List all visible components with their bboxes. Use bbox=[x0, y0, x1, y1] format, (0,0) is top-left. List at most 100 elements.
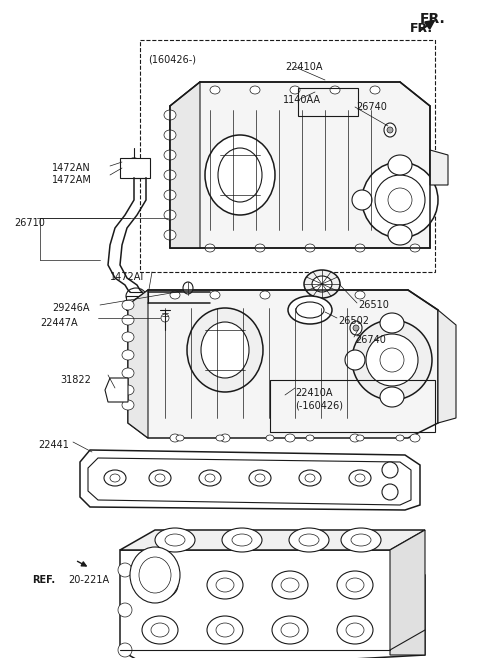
Ellipse shape bbox=[366, 334, 418, 386]
Ellipse shape bbox=[349, 470, 371, 486]
Ellipse shape bbox=[255, 474, 265, 482]
Ellipse shape bbox=[388, 225, 412, 245]
Ellipse shape bbox=[139, 557, 171, 593]
Ellipse shape bbox=[210, 86, 220, 94]
Ellipse shape bbox=[122, 315, 134, 325]
Ellipse shape bbox=[312, 276, 332, 292]
Ellipse shape bbox=[288, 296, 332, 324]
Ellipse shape bbox=[122, 350, 134, 360]
Ellipse shape bbox=[380, 387, 404, 407]
Ellipse shape bbox=[199, 470, 221, 486]
Ellipse shape bbox=[118, 563, 132, 577]
Text: 1140AA: 1140AA bbox=[283, 95, 321, 105]
Ellipse shape bbox=[255, 244, 265, 252]
Ellipse shape bbox=[250, 86, 260, 94]
Ellipse shape bbox=[216, 435, 224, 441]
Bar bbox=[120, 158, 150, 178]
Ellipse shape bbox=[281, 578, 299, 592]
Ellipse shape bbox=[356, 435, 364, 441]
Ellipse shape bbox=[205, 474, 215, 482]
Ellipse shape bbox=[290, 86, 300, 94]
Text: REF.: REF. bbox=[32, 575, 55, 585]
Ellipse shape bbox=[155, 474, 165, 482]
Text: (160426-): (160426-) bbox=[148, 54, 196, 64]
Ellipse shape bbox=[164, 210, 176, 220]
Ellipse shape bbox=[346, 578, 364, 592]
Ellipse shape bbox=[122, 400, 134, 410]
Ellipse shape bbox=[207, 571, 243, 599]
Ellipse shape bbox=[220, 434, 230, 442]
Ellipse shape bbox=[355, 291, 365, 299]
Text: 31822: 31822 bbox=[60, 375, 91, 385]
Ellipse shape bbox=[232, 534, 252, 546]
Ellipse shape bbox=[289, 528, 329, 552]
Ellipse shape bbox=[122, 332, 134, 342]
Polygon shape bbox=[80, 450, 420, 510]
Ellipse shape bbox=[104, 470, 126, 486]
Text: 29246A: 29246A bbox=[52, 303, 89, 313]
Ellipse shape bbox=[165, 534, 185, 546]
Ellipse shape bbox=[272, 616, 308, 644]
Text: 22410A: 22410A bbox=[285, 62, 323, 72]
Text: 1472AI: 1472AI bbox=[110, 272, 144, 282]
Ellipse shape bbox=[260, 291, 270, 299]
Ellipse shape bbox=[337, 616, 373, 644]
Ellipse shape bbox=[299, 534, 319, 546]
Bar bbox=[126, 296, 148, 310]
Ellipse shape bbox=[130, 547, 180, 603]
Text: 26740: 26740 bbox=[356, 102, 387, 112]
Ellipse shape bbox=[110, 474, 120, 482]
Ellipse shape bbox=[142, 571, 178, 599]
Polygon shape bbox=[390, 530, 425, 655]
Ellipse shape bbox=[305, 244, 315, 252]
Ellipse shape bbox=[122, 368, 134, 378]
Ellipse shape bbox=[388, 155, 412, 175]
Ellipse shape bbox=[304, 270, 340, 298]
Ellipse shape bbox=[370, 86, 380, 94]
Ellipse shape bbox=[355, 474, 365, 482]
Ellipse shape bbox=[164, 170, 176, 180]
Ellipse shape bbox=[410, 244, 420, 252]
Ellipse shape bbox=[164, 230, 176, 240]
Ellipse shape bbox=[305, 474, 315, 482]
Ellipse shape bbox=[210, 291, 220, 299]
Bar bbox=[270, 380, 435, 432]
Ellipse shape bbox=[122, 300, 134, 310]
Ellipse shape bbox=[351, 534, 371, 546]
Ellipse shape bbox=[122, 385, 134, 395]
Polygon shape bbox=[170, 82, 200, 248]
Ellipse shape bbox=[161, 314, 169, 322]
Polygon shape bbox=[120, 530, 425, 550]
Ellipse shape bbox=[142, 616, 178, 644]
Ellipse shape bbox=[330, 86, 340, 94]
Ellipse shape bbox=[380, 313, 404, 333]
Ellipse shape bbox=[155, 528, 195, 552]
Ellipse shape bbox=[187, 308, 263, 392]
Ellipse shape bbox=[126, 288, 146, 304]
Ellipse shape bbox=[387, 127, 393, 133]
Ellipse shape bbox=[296, 302, 324, 318]
Ellipse shape bbox=[216, 578, 234, 592]
Ellipse shape bbox=[352, 320, 432, 400]
Ellipse shape bbox=[355, 244, 365, 252]
Ellipse shape bbox=[388, 188, 412, 212]
Ellipse shape bbox=[164, 130, 176, 140]
Ellipse shape bbox=[396, 435, 404, 441]
Text: 22441: 22441 bbox=[38, 440, 69, 450]
Ellipse shape bbox=[164, 150, 176, 160]
Ellipse shape bbox=[151, 623, 169, 637]
Text: 26510: 26510 bbox=[358, 300, 389, 310]
Ellipse shape bbox=[205, 244, 215, 252]
Text: 26502: 26502 bbox=[338, 316, 369, 326]
Ellipse shape bbox=[346, 623, 364, 637]
Ellipse shape bbox=[299, 470, 321, 486]
Ellipse shape bbox=[164, 190, 176, 200]
Ellipse shape bbox=[285, 434, 295, 442]
Ellipse shape bbox=[205, 135, 275, 215]
Ellipse shape bbox=[382, 462, 398, 478]
Text: 1472AM: 1472AM bbox=[52, 175, 92, 185]
Text: FR.: FR. bbox=[420, 12, 446, 26]
Ellipse shape bbox=[272, 571, 308, 599]
Polygon shape bbox=[128, 290, 438, 438]
Polygon shape bbox=[430, 150, 448, 185]
